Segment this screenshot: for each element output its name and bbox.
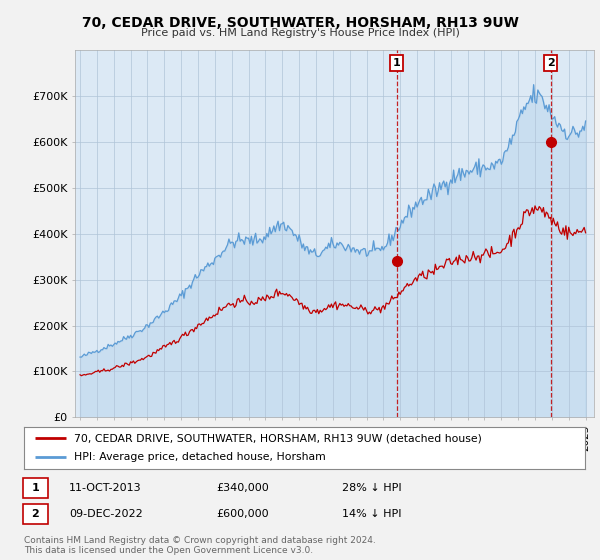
Text: 1: 1 <box>32 483 39 493</box>
Text: HPI: Average price, detached house, Horsham: HPI: Average price, detached house, Hors… <box>74 452 326 463</box>
Text: 70, CEDAR DRIVE, SOUTHWATER, HORSHAM, RH13 9UW: 70, CEDAR DRIVE, SOUTHWATER, HORSHAM, RH… <box>82 16 518 30</box>
Text: 70, CEDAR DRIVE, SOUTHWATER, HORSHAM, RH13 9UW (detached house): 70, CEDAR DRIVE, SOUTHWATER, HORSHAM, RH… <box>74 433 482 443</box>
Text: Contains HM Land Registry data © Crown copyright and database right 2024.
This d: Contains HM Land Registry data © Crown c… <box>24 536 376 556</box>
Text: 28% ↓ HPI: 28% ↓ HPI <box>342 483 401 493</box>
Text: 14% ↓ HPI: 14% ↓ HPI <box>342 509 401 519</box>
Text: 09-DEC-2022: 09-DEC-2022 <box>69 509 143 519</box>
Text: 2: 2 <box>32 509 39 519</box>
Text: £340,000: £340,000 <box>216 483 269 493</box>
Text: 11-OCT-2013: 11-OCT-2013 <box>69 483 142 493</box>
Text: 2: 2 <box>547 58 554 68</box>
Text: Price paid vs. HM Land Registry's House Price Index (HPI): Price paid vs. HM Land Registry's House … <box>140 28 460 38</box>
Text: 1: 1 <box>393 58 401 68</box>
Text: £600,000: £600,000 <box>216 509 269 519</box>
